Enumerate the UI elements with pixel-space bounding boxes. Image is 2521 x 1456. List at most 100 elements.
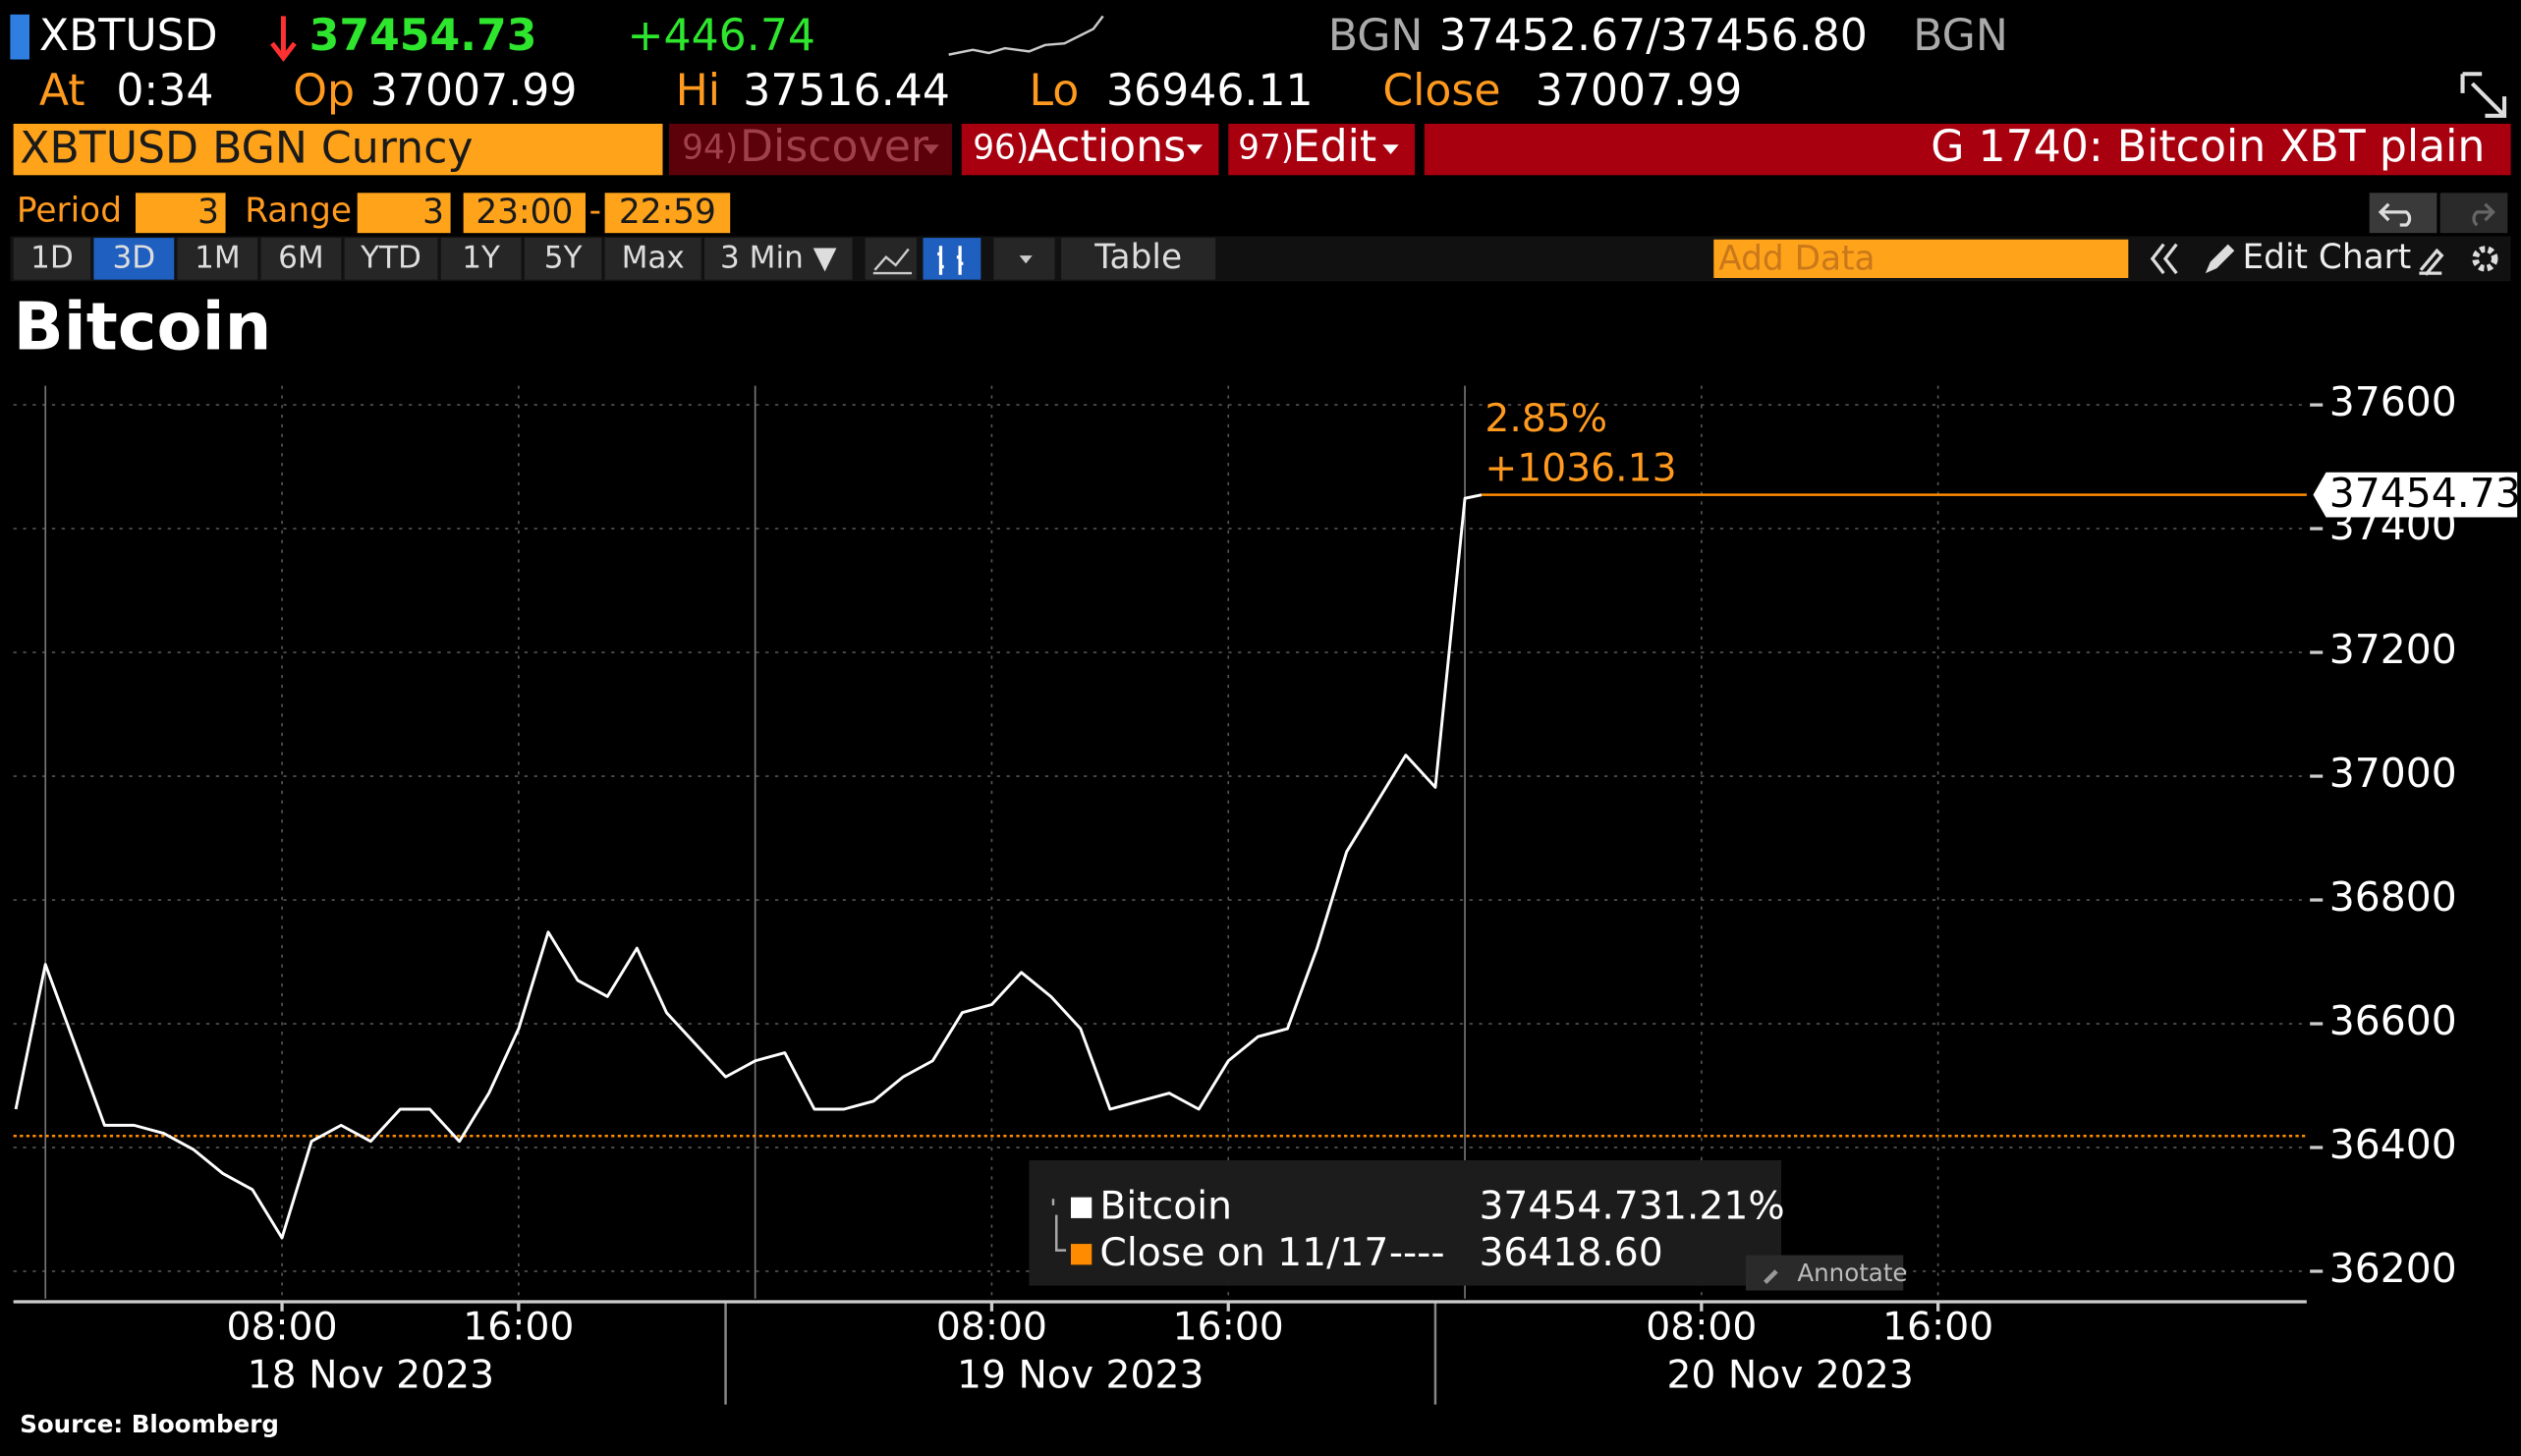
input[interactable] — [463, 193, 586, 234]
menu-num: 94) — [682, 129, 738, 168]
tab[interactable] — [440, 238, 522, 280]
caret — [1019, 255, 1033, 264]
sparkline — [948, 15, 1104, 56]
value: 37007.99 — [1536, 66, 1743, 116]
legend-dash: ---- — [1389, 1231, 1445, 1275]
legend-swatch — [1070, 1197, 1092, 1218]
edit-chart[interactable]: Edit Chart — [2242, 238, 2411, 277]
x-tick-label: 16:00 — [463, 1305, 574, 1349]
expand-icon[interactable] — [2460, 72, 2507, 118]
label: Period — [17, 191, 122, 230]
annotate-label: Annotate — [1797, 1259, 1907, 1287]
tab[interactable] — [524, 238, 602, 280]
legend-value: 37454.73 — [1479, 1185, 1662, 1229]
value: 37516.44 — [743, 66, 950, 116]
menu-button[interactable] — [1228, 123, 1416, 176]
legend-value: 36418.60 — [1479, 1231, 1662, 1275]
x-date-label: 19 Nov 2023 — [957, 1353, 1204, 1397]
tab[interactable] — [177, 238, 258, 280]
input[interactable] — [357, 193, 451, 234]
tab[interactable] — [93, 238, 175, 280]
input-value: 3 — [197, 193, 219, 232]
menu-num: 97) — [1238, 129, 1294, 168]
separator: - — [589, 191, 601, 230]
tab-label: Max — [622, 240, 685, 275]
input[interactable] — [135, 193, 226, 234]
add-data-input[interactable] — [1713, 239, 2129, 278]
menu-label: Discover — [740, 122, 929, 172]
menu-label: Actions — [1028, 122, 1186, 172]
source: BGN — [1328, 11, 1424, 61]
edit-icon[interactable] — [2419, 248, 2444, 276]
menu-button[interactable] — [961, 123, 1219, 176]
chart: 3620036400366003680037000372003740037600… — [13, 378, 2521, 1405]
chart-type[interactable] — [923, 238, 981, 280]
tab-label: 1Y — [462, 240, 501, 275]
collapse-icon[interactable] — [2150, 243, 2178, 275]
legend-tree — [1051, 1199, 1067, 1252]
price: 37454.73 — [309, 11, 537, 61]
value: 0:34 — [116, 66, 213, 116]
tab[interactable] — [344, 238, 438, 280]
x-tick-label: 08:00 — [936, 1305, 1047, 1349]
chart-title: Bitcoin — [14, 289, 272, 365]
label: Op — [293, 66, 355, 116]
x-tick-label: 08:00 — [1646, 1305, 1757, 1349]
ticker: XBTUSD — [39, 11, 218, 61]
marker — [10, 14, 30, 60]
x-date-label: 18 Nov 2023 — [248, 1353, 494, 1397]
tab[interactable] — [13, 238, 91, 280]
label: Close — [1382, 66, 1500, 116]
menu-num: 96) — [973, 129, 1029, 168]
last-value-label: 37454.73 — [2329, 470, 2521, 517]
caret — [923, 144, 939, 155]
y-tick-label: 36400 — [2329, 1121, 2457, 1168]
tab-label: 1M — [195, 240, 241, 275]
tab[interactable] — [604, 238, 701, 280]
input[interactable] — [604, 193, 731, 234]
label: Hi — [676, 66, 720, 116]
pen-icon — [2205, 244, 2235, 274]
change-abs: +1036.13 — [1485, 447, 1676, 491]
menu-label: Edit — [1293, 122, 1377, 172]
y-tick-label: 36600 — [2329, 997, 2457, 1044]
label: At — [39, 66, 85, 116]
input-value: 3 — [422, 193, 444, 232]
table-button[interactable] — [1061, 238, 1216, 280]
last-value-tag — [2313, 472, 2518, 518]
page-title: G 1740: Bitcoin XBT plain — [1931, 122, 2485, 172]
y-tick-label: 37000 — [2329, 750, 2457, 797]
caret — [1186, 144, 1204, 155]
legend-swatch — [1070, 1244, 1092, 1265]
price-line — [14, 493, 1483, 1240]
tab-label: 3D — [112, 240, 155, 275]
x-date-label: 20 Nov 2023 — [1666, 1353, 1913, 1397]
pencil — [1763, 1269, 1778, 1284]
tab[interactable] — [704, 238, 853, 280]
x-tick-label: 16:00 — [1173, 1305, 1284, 1349]
y-tick-label: 37200 — [2329, 626, 2457, 673]
tab-label: 6M — [278, 240, 324, 275]
label: Range — [245, 191, 352, 230]
redo[interactable] — [2439, 193, 2508, 234]
tab-label: 5Y — [544, 240, 584, 275]
placeholder: Add Data — [1718, 239, 1875, 278]
tab[interactable] — [260, 238, 342, 280]
security-box[interactable] — [13, 123, 663, 176]
menu-button[interactable] — [669, 123, 952, 176]
tabs: 1D 3D 1M 6M YTD 1Y 5Y Max 3 Min ▼ — [13, 238, 853, 280]
y-tick-label: 36200 — [2329, 1245, 2457, 1292]
caret — [1382, 144, 1399, 155]
tab-label: YTD — [360, 240, 421, 275]
security: XBTUSD BGN Curncy — [20, 124, 473, 174]
redo-icon — [2472, 202, 2495, 227]
undo-icon — [2378, 202, 2412, 227]
legend-pct: 1.21% — [1662, 1185, 1785, 1229]
value: 37007.99 — [370, 66, 578, 116]
change-pct: 2.85% — [1485, 397, 1607, 441]
down-arrow — [270, 16, 297, 62]
input-value: 22:59 — [619, 193, 716, 232]
settings-icon[interactable] — [2472, 246, 2498, 272]
